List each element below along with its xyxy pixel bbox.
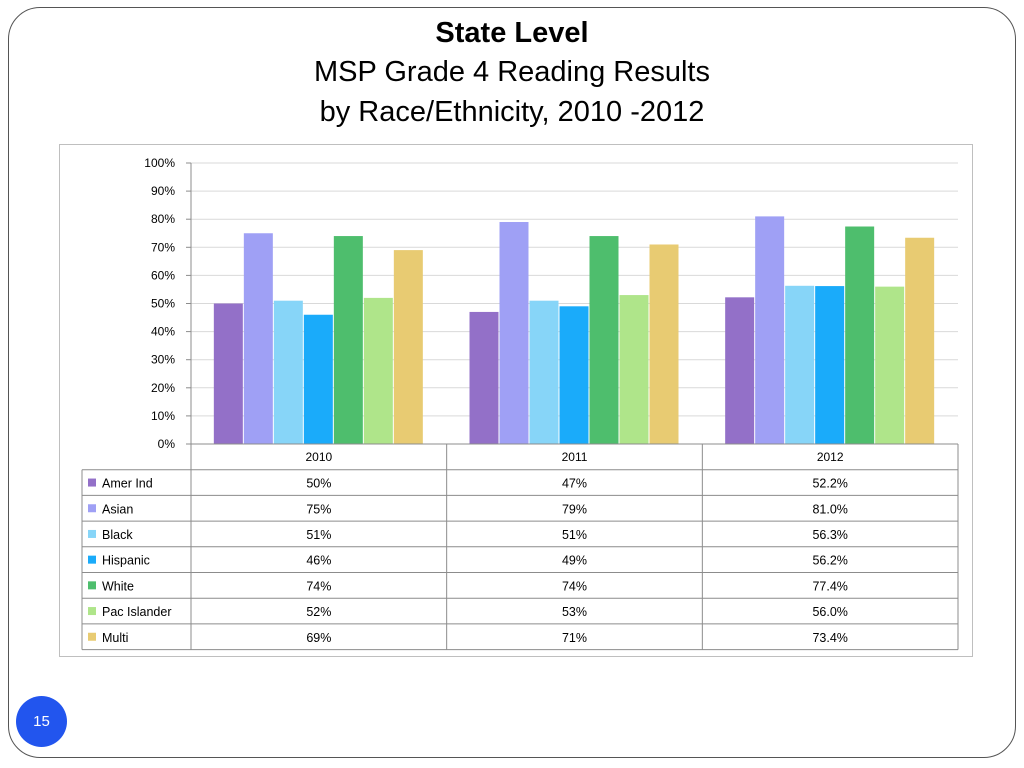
data-label: 51% bbox=[306, 528, 331, 542]
y-tick-label: 30% bbox=[151, 353, 175, 367]
data-label: 49% bbox=[562, 554, 587, 568]
data-label: 51% bbox=[562, 528, 587, 542]
title-date-range: by Race/Ethnicity, 2010 -2012 bbox=[319, 96, 705, 128]
legend-label: Hispanic bbox=[102, 554, 150, 568]
data-label: 56.0% bbox=[812, 605, 847, 619]
page-number-badge: 15 bbox=[16, 696, 67, 747]
data-label: 52.2% bbox=[812, 477, 847, 491]
data-label: 75% bbox=[306, 502, 331, 516]
legend-label: Asian bbox=[102, 502, 133, 516]
data-label: 56.2% bbox=[812, 554, 847, 568]
bar-pac-islander-2012 bbox=[875, 286, 905, 444]
data-label: 56.3% bbox=[812, 528, 847, 542]
title-state-level: State Level bbox=[435, 17, 589, 49]
bar-pac-islander-2010 bbox=[363, 297, 393, 444]
category-label: 2012 bbox=[817, 450, 844, 464]
bar-asian-2010 bbox=[243, 233, 273, 444]
bar-pac-islander-2011 bbox=[619, 295, 649, 444]
slide-title: State Level MSP Grade 4 Reading Results … bbox=[0, 14, 1024, 132]
y-tick-label: 70% bbox=[151, 240, 175, 254]
legend-swatch bbox=[88, 555, 96, 564]
data-label: 74% bbox=[562, 579, 587, 593]
data-label: 79% bbox=[562, 502, 587, 516]
data-label: 53% bbox=[562, 605, 587, 619]
y-tick-label: 10% bbox=[151, 409, 175, 423]
bar-black-2010 bbox=[273, 300, 303, 444]
y-tick-label: 90% bbox=[151, 184, 175, 198]
legend-label: Amer Ind bbox=[102, 477, 153, 491]
y-tick-label: 50% bbox=[151, 297, 175, 311]
bar-white-2011 bbox=[589, 236, 619, 444]
title-subtitle: MSP Grade 4 Reading Results bbox=[313, 56, 710, 88]
bar-chart: 0% 10% 20% 30% 40% 50% 60% 70% 80% 90% 100% 2010 201… bbox=[81, 156, 959, 651]
bar-hispanic-2010 bbox=[303, 314, 333, 444]
category-label: 2010 bbox=[305, 450, 332, 464]
bar-multi-2012 bbox=[905, 237, 935, 444]
legend-label: Multi bbox=[102, 631, 128, 645]
bar-black-2012 bbox=[785, 285, 815, 444]
bar-white-2010 bbox=[333, 236, 363, 444]
data-label: 47% bbox=[562, 477, 587, 491]
data-label: 77.4% bbox=[812, 579, 847, 593]
y-tick-label: 100% bbox=[144, 156, 175, 170]
legend-swatch bbox=[88, 581, 96, 590]
data-label: 50% bbox=[306, 477, 331, 491]
legend-swatch bbox=[88, 478, 96, 487]
bar-asian-2011 bbox=[499, 222, 529, 444]
bar-hispanic-2012 bbox=[815, 286, 845, 444]
legend-swatch bbox=[88, 632, 96, 641]
bar-multi-2011 bbox=[649, 244, 679, 444]
category-label: 2011 bbox=[562, 450, 588, 464]
legend-swatch bbox=[88, 607, 96, 616]
y-tick-label: 40% bbox=[151, 325, 175, 339]
legend-label: Pac Islander bbox=[102, 605, 171, 619]
legend-swatch bbox=[88, 504, 96, 513]
bar-multi-2010 bbox=[393, 250, 423, 444]
data-label: 81.0% bbox=[812, 502, 847, 516]
bar-asian-2012 bbox=[755, 216, 785, 444]
legend-swatch bbox=[88, 529, 96, 538]
bar-black-2011 bbox=[529, 300, 559, 444]
y-tick-label: 20% bbox=[151, 381, 175, 395]
bar-amer-ind-2012 bbox=[725, 297, 755, 444]
legend-label: White bbox=[102, 579, 134, 593]
data-label: 52% bbox=[306, 605, 331, 619]
chart-container: 0% 10% 20% 30% 40% 50% 60% 70% 80% 90% 100% 2010 201… bbox=[59, 144, 973, 657]
data-label: 71% bbox=[562, 631, 587, 645]
y-tick-label: 0% bbox=[158, 437, 176, 451]
bar-white-2012 bbox=[845, 226, 875, 444]
data-label: 46% bbox=[306, 554, 331, 568]
data-label: 74% bbox=[306, 579, 331, 593]
data-label: 69% bbox=[306, 631, 331, 645]
bar-hispanic-2011 bbox=[559, 306, 589, 444]
bar-amer-ind-2010 bbox=[213, 303, 243, 444]
y-tick-label: 80% bbox=[151, 212, 175, 226]
legend-label: Black bbox=[102, 528, 133, 542]
y-tick-label: 60% bbox=[151, 268, 175, 282]
data-label: 73.4% bbox=[812, 631, 847, 645]
bar-amer-ind-2011 bbox=[469, 311, 499, 444]
